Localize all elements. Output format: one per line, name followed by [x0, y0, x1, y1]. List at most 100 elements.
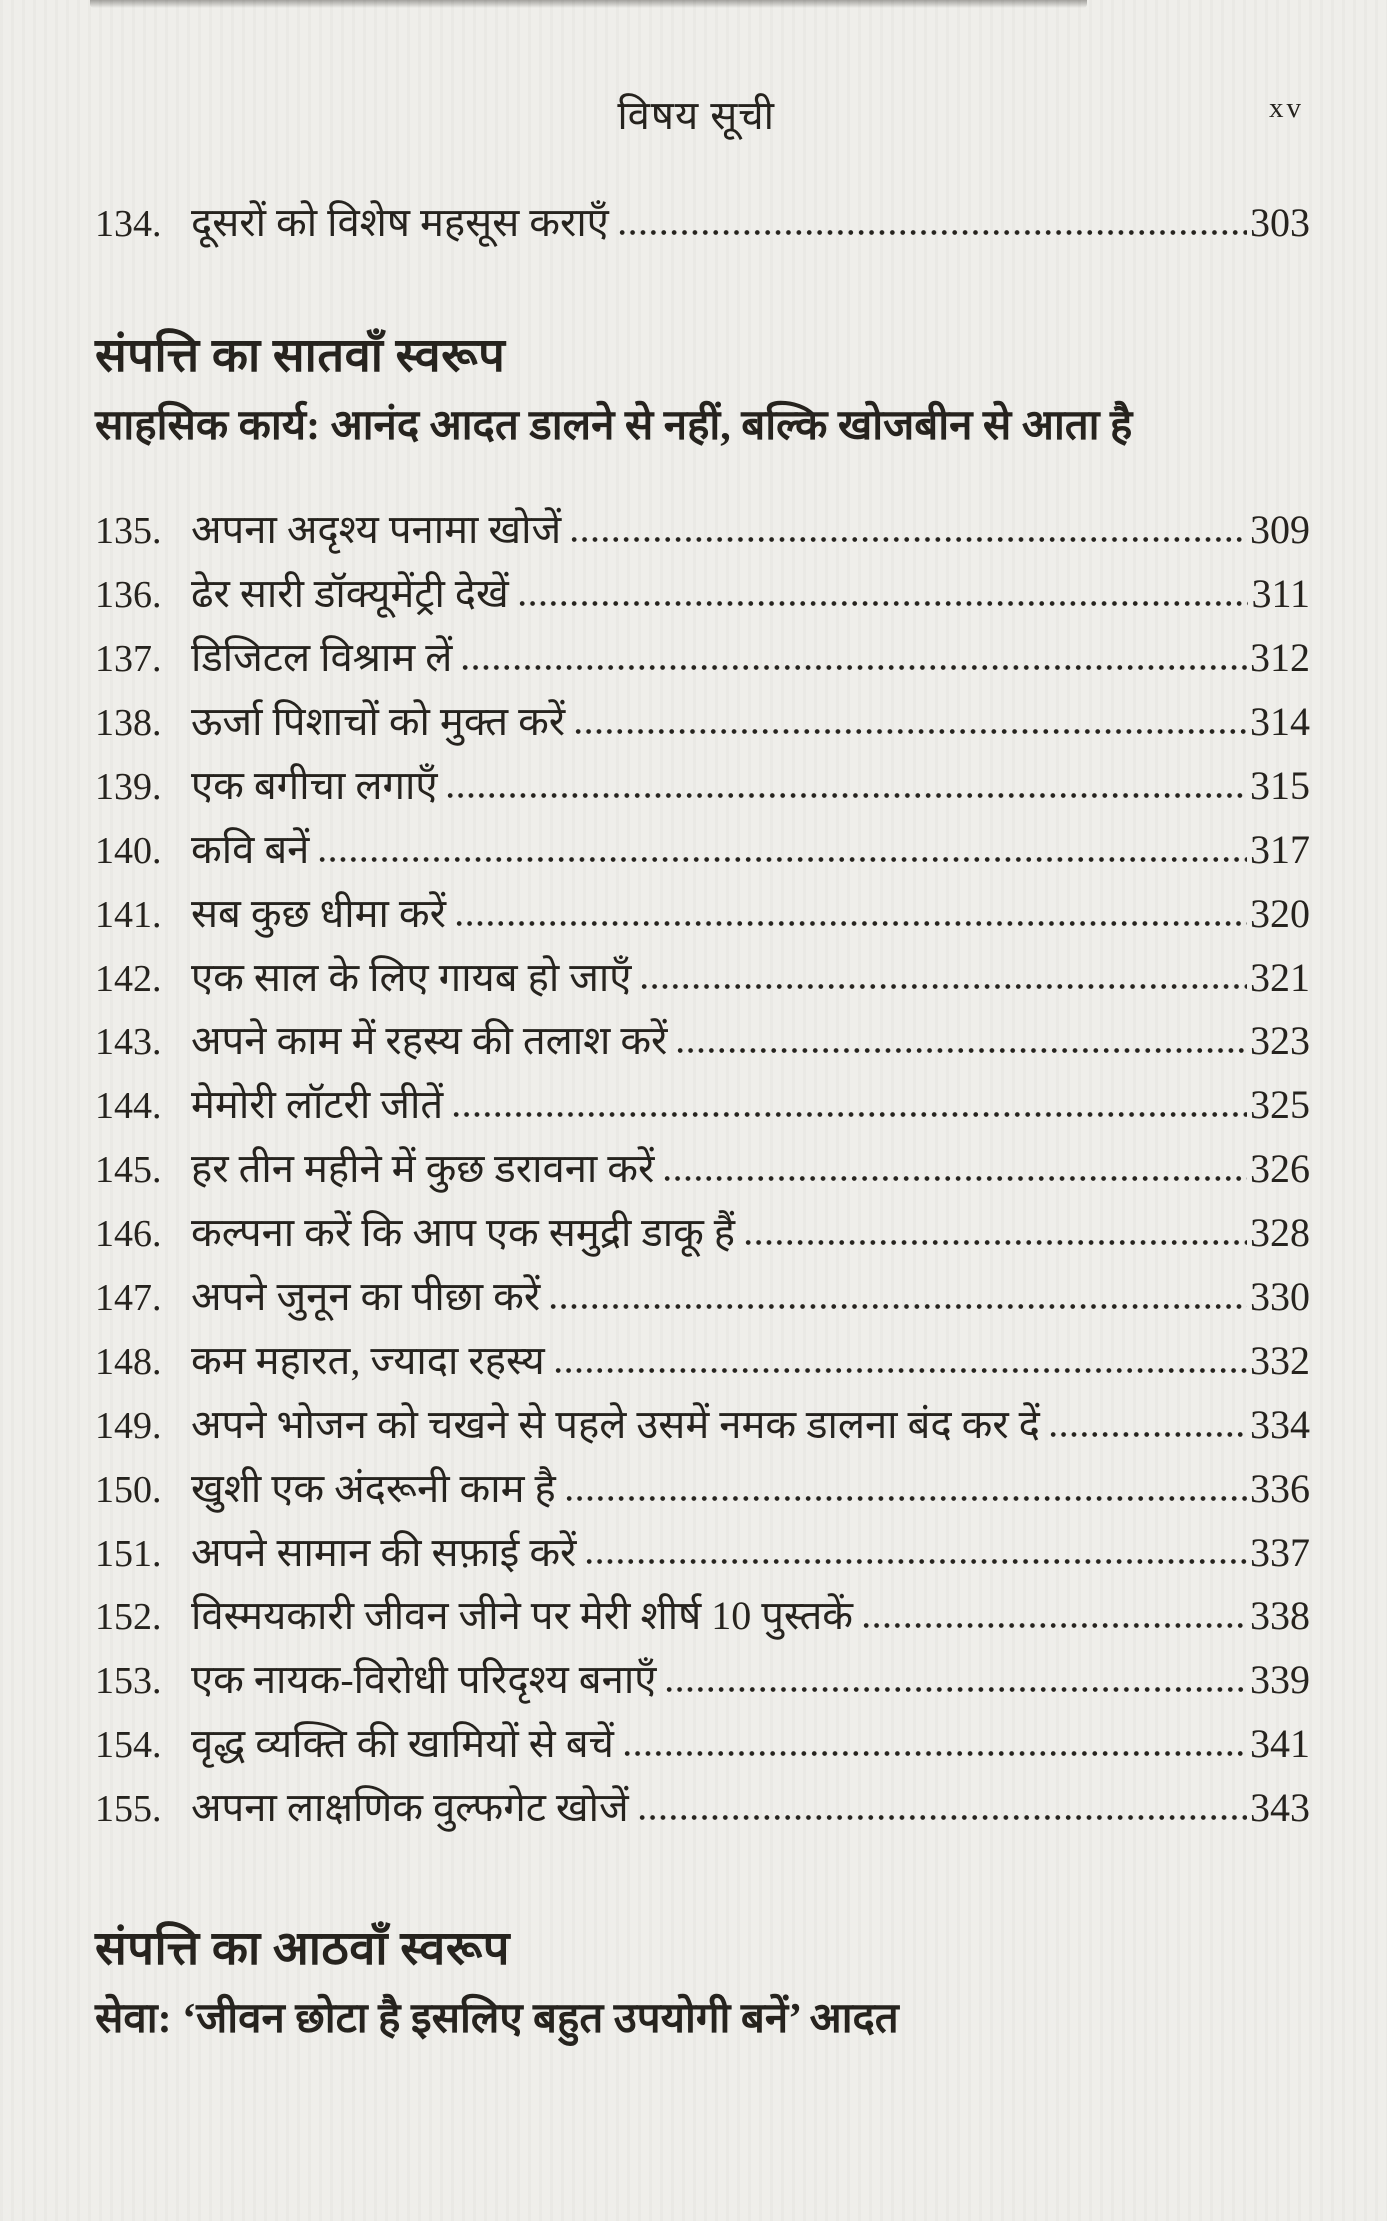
toc-entry-title: अपने जुनून का पीछा करें [191, 1273, 541, 1319]
dot-leader [571, 536, 1247, 544]
dot-leader [745, 1238, 1247, 1246]
dot-leader [623, 1750, 1247, 1758]
toc-entry-title: एक बगीचा लगाएँ [191, 762, 438, 808]
toc-entry-number: 154. [95, 1724, 162, 1767]
toc-entry-page-number: 320 [1250, 890, 1310, 936]
toc-entry: 148. कम महारत, ज्यादा रहस्य 332 [95, 1337, 1310, 1383]
toc-entry: 141. सब कुछ धीमा करें 320 [95, 890, 1310, 936]
dot-leader [447, 791, 1247, 799]
dot-leader [319, 855, 1247, 863]
toc-entry-page-number: 341 [1250, 1721, 1310, 1767]
dot-leader [641, 983, 1247, 991]
scan-edge-shadow [90, 0, 1087, 8]
toc-entry-title: कल्पना करें कि आप एक समुद्री डाकू हैं [191, 1210, 736, 1256]
toc-entry: 143. अपने काम में रहस्य की तलाश करें 323 [95, 1020, 1310, 1063]
toc-section: संपत्ति का सातवाँ स्वरूप साहसिक कार्य: आ… [95, 321, 1310, 1830]
toc-entry: 155. अपना लाक्षणिक वुल्फगेट खोजें 343 [95, 1787, 1310, 1830]
toc-entry-number: 146. [95, 1213, 162, 1256]
toc-entry-page-number: 321 [1250, 954, 1310, 1000]
toc-entry: 152. विस्मयकारी जीवन जीने पर मेरी शीर्ष … [95, 1595, 1310, 1638]
toc-pre-section-items: 134. दूसरों को विशेष महसूस कराएँ 303 [95, 202, 1310, 245]
dot-leader [453, 1111, 1247, 1119]
toc-entry-page-number: 336 [1250, 1465, 1310, 1511]
toc-entry-title: हर तीन महीने में कुछ डरावना करें [191, 1146, 655, 1192]
toc-entry-title: ऊर्जा पिशाचों को मुक्त करें [191, 698, 566, 744]
toc-entry-page-number: 312 [1250, 635, 1310, 681]
dot-leader [638, 1813, 1247, 1821]
toc-entry-number: 149. [95, 1404, 162, 1447]
toc-entry-page-number: 332 [1250, 1337, 1310, 1383]
toc-entry-number: 150. [95, 1468, 162, 1511]
toc-entry: 137. डिजिटल विश्राम लें 312 [95, 637, 1310, 680]
dot-leader [666, 1686, 1247, 1694]
toc-entry: 144. मेमोरी लॉटरी जीतें 325 [95, 1084, 1310, 1127]
dot-leader [863, 1622, 1247, 1630]
dot-leader [518, 600, 1249, 608]
toc-entry-title: अपने सामान की सफ़ाई करें [191, 1529, 577, 1575]
section-heading: संपत्ति का सातवाँ स्वरूप [95, 329, 506, 382]
toc-entry-page-number: 334 [1250, 1401, 1310, 1447]
toc-entry-page-number: 338 [1250, 1593, 1310, 1639]
toc-entry-title: अपने काम में रहस्य की तलाश करें [191, 1018, 668, 1064]
toc-entry-title: विस्मयकारी जीवन जीने पर मेरी शीर्ष 10 पु… [191, 1593, 853, 1639]
toc-entry: 149. अपने भोजन को चखने से पहले उसमें नमक… [95, 1401, 1310, 1447]
toc-entry-page-number: 309 [1250, 507, 1310, 553]
toc-entry-number: 152. [95, 1596, 162, 1639]
toc-entry-number: 142. [95, 957, 162, 1000]
dot-leader [586, 1558, 1247, 1566]
toc-entry-number: 140. [95, 829, 162, 872]
toc-entry-page-number: 337 [1250, 1529, 1310, 1575]
toc-entry: 151. अपने सामान की सफ़ाई करें 337 [95, 1529, 1310, 1575]
dot-leader [618, 228, 1247, 236]
toc-entry: 138. ऊर्जा पिशाचों को मुक्त करें 314 [95, 698, 1310, 744]
toc-entry: 145. हर तीन महीने में कुछ डरावना करें 32… [95, 1148, 1310, 1191]
toc-entry: 153. एक नायक-विरोधी परिदृश्य बनाएँ 339 [95, 1659, 1310, 1702]
toc-entry-number: 144. [95, 1085, 162, 1128]
toc-entry: 135. अपना अदृश्य पनामा खोजें 309 [95, 509, 1310, 552]
toc-entry-title: कवि बनें [191, 826, 310, 872]
toc-entry-page-number: 323 [1250, 1018, 1310, 1064]
page-header: विषय सूची xv [95, 86, 1310, 144]
toc-entry: 150. खुशी एक अंदरूनी काम है 336 [95, 1465, 1310, 1511]
toc-entry-title: अपने भोजन को चखने से पहले उसमें नमक डालन… [191, 1401, 1040, 1447]
toc-entry-title: अपना अदृश्य पनामा खोजें [191, 507, 562, 553]
section-items: 135. अपना अदृश्य पनामा खोजें 309 136. ढे… [95, 509, 1310, 1830]
toc-entry-page-number: 314 [1250, 698, 1310, 744]
toc-entry-number: 141. [95, 893, 162, 936]
dot-leader [550, 1302, 1247, 1310]
dot-leader [462, 663, 1247, 671]
toc-entry: 139. एक बगीचा लगाएँ 315 [95, 762, 1310, 808]
toc-entry-page-number: 330 [1250, 1273, 1310, 1319]
dot-leader [664, 1175, 1247, 1183]
section-subtitle: साहसिक कार्य: आनंद आदत डालने से नहीं, बल… [95, 402, 1133, 449]
toc-entry: 140. कवि बनें 317 [95, 826, 1310, 872]
toc-entry: 154. वृद्ध व्यक्ति की खामियों से बचें 34… [95, 1723, 1310, 1766]
toc-entry-title: खुशी एक अंदरूनी काम है [191, 1465, 556, 1511]
toc-entry-number: 148. [95, 1340, 162, 1383]
toc-entry-title: मेमोरी लॉटरी जीतें [191, 1082, 444, 1128]
toc-entry-number: 138. [95, 701, 162, 744]
toc-entry-number: 134. [95, 203, 162, 245]
toc-entry-page-number: 311 [1251, 571, 1310, 617]
section-subtitle: सेवा: ‘जीवन छोटा है इसलिए बहुत उपयोगी बन… [95, 1995, 899, 2042]
toc-sections: संपत्ति का सातवाँ स्वरूप साहसिक कार्य: आ… [95, 321, 1310, 2044]
dot-leader [554, 1366, 1247, 1374]
toc-entry-page-number: 317 [1250, 826, 1310, 872]
folio-page-number: xv [1269, 92, 1304, 124]
dot-leader [677, 1047, 1247, 1055]
toc-entry-number: 153. [95, 1660, 162, 1703]
toc-entry-title: अपना लाक्षणिक वुल्फगेट खोजें [191, 1785, 629, 1831]
toc-entry-number: 143. [95, 1021, 162, 1064]
toc-entry-number: 139. [95, 765, 162, 808]
toc-entry-number: 155. [95, 1788, 162, 1831]
dot-leader [1049, 1430, 1247, 1438]
dot-leader [455, 919, 1247, 927]
section-heading: संपत्ति का आठवाँ स्वरूप [95, 1922, 510, 1975]
toc-entry-title: दूसरों को विशेष महसूस कराएँ [191, 200, 609, 245]
page-title: विषय सूची [617, 93, 776, 138]
dot-leader [565, 1494, 1247, 1502]
toc-entry-number: 136. [95, 574, 162, 617]
toc-entry-page-number: 339 [1250, 1657, 1310, 1703]
toc-entry-number: 135. [95, 510, 162, 553]
